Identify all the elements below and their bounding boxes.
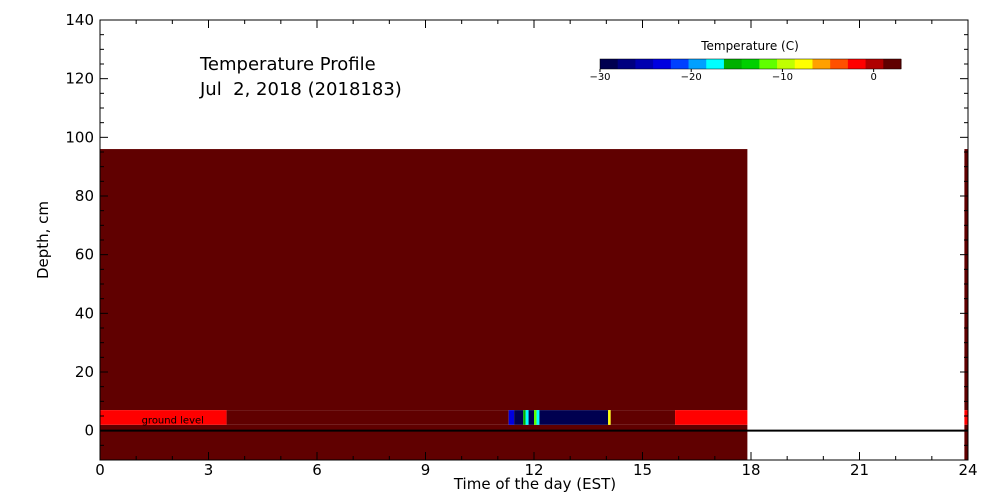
colorbar-swatch-11	[794, 59, 813, 69]
colorbar-swatch-5	[688, 59, 707, 69]
y-tick-label-2: 40	[75, 304, 94, 322]
chart-title: Temperature Profile	[199, 54, 376, 75]
heatmap-cell-9	[534, 410, 537, 425]
colorbar-swatch-12	[812, 59, 831, 69]
x-tick-label-2: 6	[312, 461, 322, 479]
y-axis-title: Depth, cm	[34, 201, 52, 279]
x-tick-label-7: 21	[850, 461, 869, 479]
heatmap-cell-8	[528, 410, 534, 425]
heatmap-cell-13	[610, 410, 676, 425]
x-tick-label-5: 15	[633, 461, 652, 479]
colorbar-swatch-10	[777, 59, 796, 69]
x-axis-title: Time of the day (EST)	[453, 475, 616, 493]
heatmap-cell-12	[608, 410, 611, 425]
y-tick-label-5: 100	[65, 128, 94, 146]
colorbar-swatch-4	[670, 59, 690, 69]
y-tick-label-6: 120	[65, 70, 94, 88]
colorbar-swatch-2	[635, 59, 654, 69]
heatmap-cell-11	[539, 410, 609, 425]
x-tick-label-0: 0	[95, 461, 105, 479]
heatmap-cell-5	[514, 410, 524, 425]
colorbar-swatch-3	[653, 59, 672, 69]
colorbar: Temperature (C) −30 −20 −10 0	[589, 39, 902, 83]
heatmap-cell-7	[525, 410, 529, 425]
x-tick-label-8: 24	[958, 461, 977, 479]
colorbar-label: Temperature (C)	[700, 39, 799, 53]
heatmap-cell-4	[508, 410, 515, 425]
heatmap-cell-2	[100, 410, 227, 425]
y-tick-label-1: 20	[75, 363, 94, 381]
y-tick-label-7: 140	[65, 11, 94, 29]
colorbar-swatch-16	[883, 59, 902, 69]
x-tick-label-3: 9	[421, 461, 431, 479]
y-tick-label-4: 80	[75, 187, 94, 205]
y-tick-label-3: 60	[75, 246, 94, 264]
heatmap-cell-16	[964, 410, 968, 425]
colorbar-swatch-9	[759, 59, 778, 69]
colorbar-swatch-7	[723, 59, 743, 69]
colorbar-ticks: −30 −20 −10 0	[589, 69, 877, 83]
y-tick-label-0: 0	[84, 422, 94, 440]
heatmap-cell-14	[675, 410, 748, 425]
heatmap-cells	[100, 149, 968, 460]
heatmap-cell-3	[226, 410, 509, 425]
heatmap-cell-17	[964, 424, 968, 460]
colorbar-swatch-14	[847, 59, 867, 69]
colorbar-swatches	[599, 58, 902, 70]
x-tick-label-4: 12	[524, 461, 543, 479]
ground-level-group: ground level	[100, 416, 968, 432]
colorbar-tick-label-2: −10	[772, 72, 793, 83]
chart-subtitle: Jul 2, 2018 (2018183)	[199, 79, 402, 100]
colorbar-swatch-0	[600, 59, 619, 69]
heatmap-cell-10	[536, 410, 540, 425]
colorbar-tick-label-1: −20	[681, 72, 702, 83]
ticks-group: 0 3 6 9 12 15 18 21 24 0 20 40 60 80 100 120 140	[65, 11, 977, 479]
ground-level-label: ground level	[142, 416, 204, 427]
x-tick-label-1: 3	[204, 461, 214, 479]
heatmap-cell-6	[523, 410, 526, 425]
colorbar-swatch-15	[865, 59, 884, 69]
colorbar-swatch-6	[706, 59, 725, 69]
colorbar-swatch-13	[830, 59, 849, 69]
x-tick-label-6: 18	[741, 461, 760, 479]
heatmap-cell-0	[100, 149, 748, 411]
colorbar-tick-label-3: 0	[870, 72, 876, 83]
heatmap-cell-15	[964, 149, 968, 411]
colorbar-swatch-1	[617, 59, 636, 69]
colorbar-swatch-8	[741, 59, 760, 69]
colorbar-tick-label-0: −30	[589, 72, 610, 83]
colorbar-frame	[599, 58, 902, 70]
